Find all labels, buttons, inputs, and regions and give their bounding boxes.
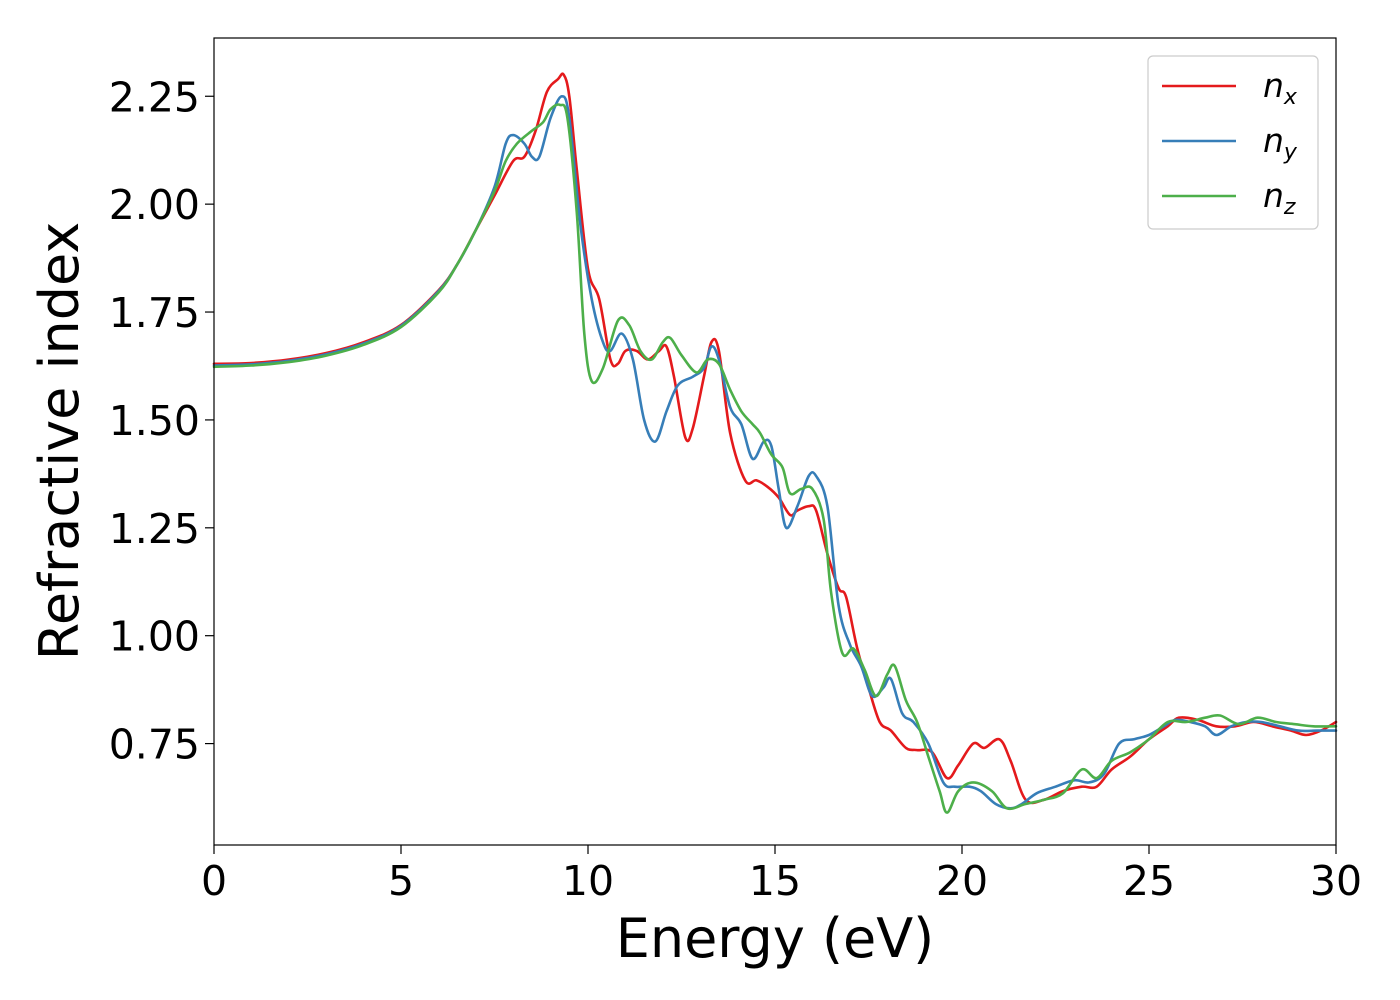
x-axis-ticks: 0 5 10 15 20 25 30 — [201, 845, 1362, 905]
series-line-y — [212, 95, 1338, 810]
y-tick-label: 1.00 — [109, 613, 200, 661]
y-tick-label: 1.75 — [109, 289, 200, 337]
y-tick-label: 2.25 — [109, 73, 200, 121]
y-tick-label: 1.25 — [109, 505, 200, 553]
legend: nx ny nz — [1147, 55, 1319, 230]
y-tick-label: 0.75 — [109, 721, 200, 769]
y-tick-label: 2.00 — [109, 181, 200, 229]
legend-box — [1147, 55, 1319, 230]
x-tick-label: 0 — [201, 857, 227, 905]
legend-label-z: nz — [1263, 176, 1296, 220]
x-tick-label: 20 — [936, 857, 988, 905]
series-layer — [212, 72, 1338, 814]
legend-label-y: ny — [1263, 121, 1298, 165]
y-tick-label: 1.50 — [109, 397, 200, 445]
y-axis-label: Refractive index — [28, 222, 91, 661]
x-tick-label: 5 — [388, 857, 414, 905]
series-line-x — [212, 72, 1338, 805]
x-axis-label: Energy (eV) — [616, 907, 935, 970]
x-tick-label: 15 — [749, 857, 801, 905]
y-axis-ticks: 0.75 1.00 1.25 1.50 1.75 2.00 2.25 — [109, 73, 214, 769]
x-tick-label: 30 — [1310, 857, 1362, 905]
x-tick-label: 10 — [562, 857, 614, 905]
series-line-z — [212, 103, 1338, 814]
legend-label-x: nx — [1263, 66, 1298, 110]
x-tick-label: 25 — [1123, 857, 1175, 905]
